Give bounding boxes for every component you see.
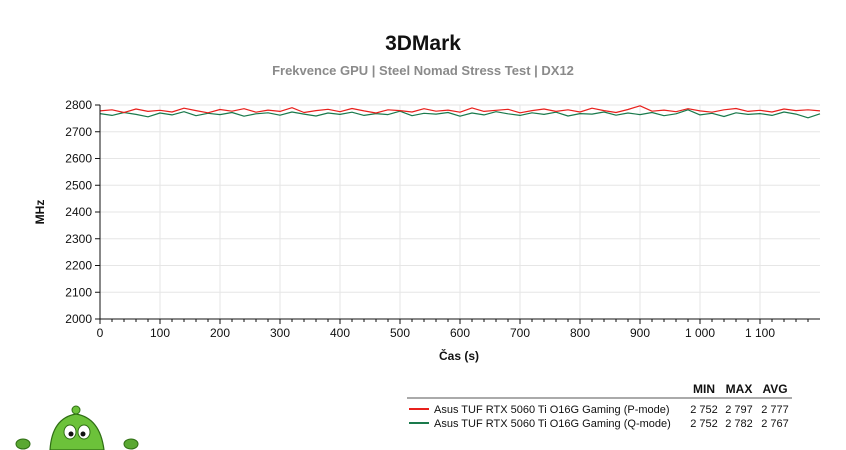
y-tick-label: 2600	[65, 152, 92, 166]
x-tick-label: 300	[270, 326, 290, 340]
legend-header-avg: AVG	[762, 382, 787, 396]
series-line-p-mode	[99, 105, 821, 114]
x-axis-label: Čas (s)	[439, 348, 479, 363]
y-tick-label: 2300	[65, 232, 92, 246]
y-axis-label: MHz	[33, 200, 47, 225]
legend-min-q-mode: 2 752	[690, 418, 718, 430]
y-tick-label: 2100	[65, 285, 92, 299]
legend-header-max: MAX	[726, 382, 753, 396]
legend: MIN MAX AVG Asus TUF RTX 5060 Ti O16G Ga…	[407, 382, 792, 430]
y-tick-label: 2700	[65, 125, 92, 139]
x-tick-label: 200	[210, 326, 230, 340]
x-tick-label: 1 100	[745, 326, 775, 340]
legend-min-p-mode: 2 752	[690, 404, 718, 416]
y-tick-label: 2000	[65, 312, 92, 326]
legend-header-min: MIN	[693, 382, 715, 396]
x-tick-label: 900	[630, 326, 650, 340]
series-lines	[99, 105, 821, 119]
y-tick-label: 2500	[65, 178, 92, 192]
legend-label-q-mode: Asus TUF RTX 5060 Ti O16G Gaming (Q-mode…	[434, 418, 671, 430]
legend-label-p-mode: Asus TUF RTX 5060 Ti O16G Gaming (P-mode…	[434, 404, 670, 416]
x-tick-label: 0	[97, 326, 104, 340]
chart-title: 3DMark	[385, 32, 461, 55]
series-line-q-mode	[99, 109, 821, 119]
x-tick-label: 100	[150, 326, 170, 340]
x-tick-label: 500	[390, 326, 410, 340]
x-tick-label: 700	[510, 326, 530, 340]
chart-subtitle: Frekvence GPU | Steel Nomad Stress Test …	[272, 63, 574, 78]
legend-max-p-mode: 2 797	[725, 404, 753, 416]
legend-max-q-mode: 2 782	[725, 418, 753, 430]
x-axis-ticks: 0 100 200 300 400 500 600 700 800 900 1 000 1 100	[97, 319, 809, 340]
legend-avg-q-mode: 2 767	[761, 418, 789, 430]
x-tick-label: 400	[330, 326, 350, 340]
x-tick-label: 1 000	[685, 326, 715, 340]
x-tick-label: 600	[450, 326, 470, 340]
grid	[99, 104, 820, 320]
y-axis-ticks: 2000 2100 2200 2300 2400 2500 2600 2700 2800	[65, 98, 100, 326]
x-tick-label: 800	[570, 326, 590, 340]
green-alien-mascot-icon	[15, 405, 139, 450]
legend-avg-p-mode: 2 777	[761, 404, 789, 416]
y-tick-label: 2200	[65, 259, 92, 273]
y-tick-label: 2400	[65, 205, 92, 219]
y-tick-label: 2800	[65, 98, 92, 112]
